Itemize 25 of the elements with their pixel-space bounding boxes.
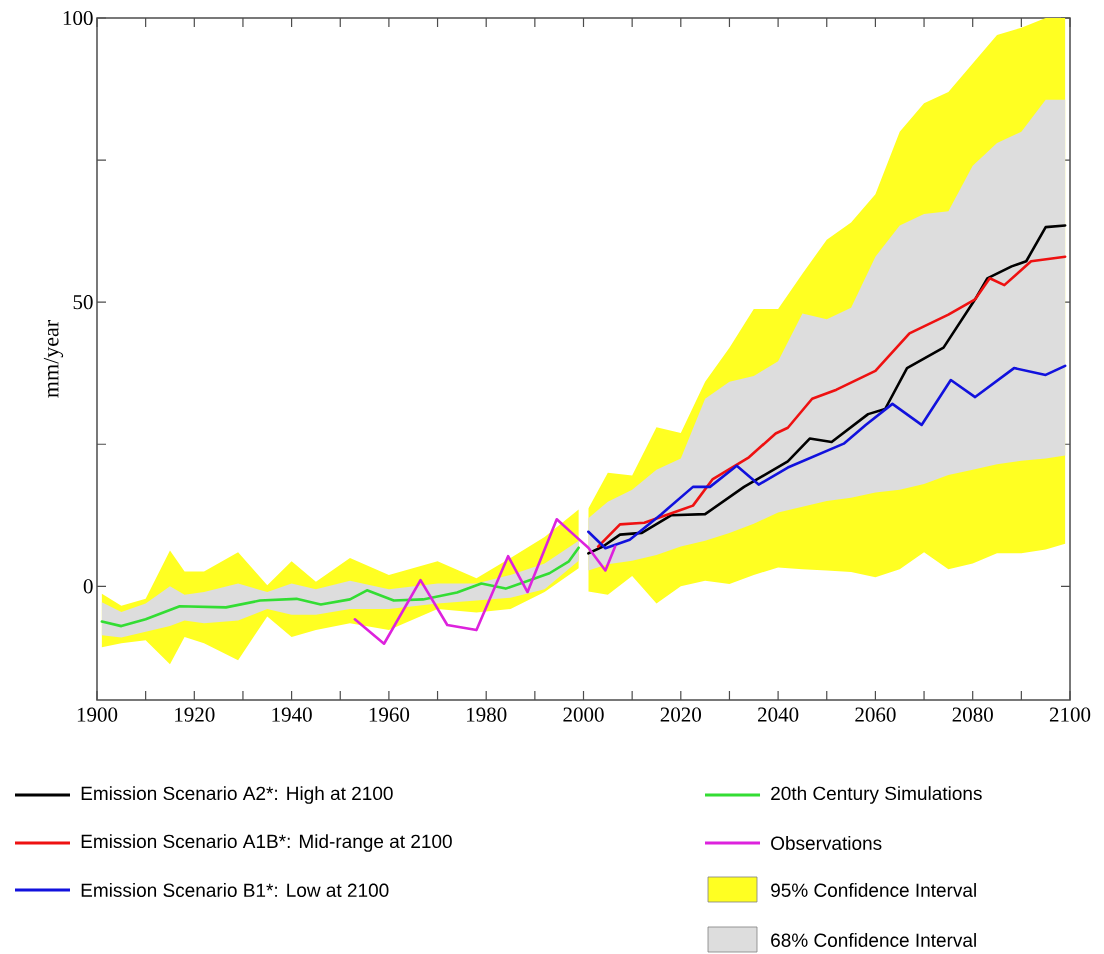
y-tick-label: 0 bbox=[83, 579, 93, 594]
x-tick-label: 2080 bbox=[952, 707, 993, 722]
y-axis-title: mm/year bbox=[43, 320, 64, 398]
x-tick-label: 1940 bbox=[272, 707, 312, 722]
legend-label: Emission Scenario A1B*: Mid-range at 2100 bbox=[81, 834, 452, 852]
line-series bbox=[587, 364, 1067, 550]
x-tick-label: 1980 bbox=[467, 707, 507, 722]
legend-label: Emission Scenario B1*: Low at 2100 bbox=[81, 883, 389, 897]
legend-label: 95% Confidence Interval bbox=[771, 883, 976, 897]
line-series bbox=[100, 546, 580, 628]
x-tick-label: 2040 bbox=[758, 707, 799, 722]
y-tick-label: 50 bbox=[73, 295, 93, 310]
x-tick-label: 2020 bbox=[660, 707, 702, 722]
x-tick-label: 2100 bbox=[1049, 707, 1091, 722]
legend-label: 68% Confidence Interval bbox=[771, 933, 976, 947]
legend-label: Emission Scenario A2*: High at 2100 bbox=[81, 786, 393, 804]
x-tick-label: 2000 bbox=[563, 707, 604, 722]
x-tick-label: 2060 bbox=[855, 707, 896, 722]
legend-label: Observations bbox=[771, 836, 882, 850]
legend-label: 20th Century Simulations bbox=[771, 786, 982, 804]
line-series bbox=[353, 517, 617, 646]
x-tick-label: 1960 bbox=[369, 707, 410, 722]
x-tick-label: 1920 bbox=[175, 707, 215, 722]
y-tick-label: 100 bbox=[63, 10, 93, 26]
x-tick-label: 1900 bbox=[77, 707, 118, 722]
